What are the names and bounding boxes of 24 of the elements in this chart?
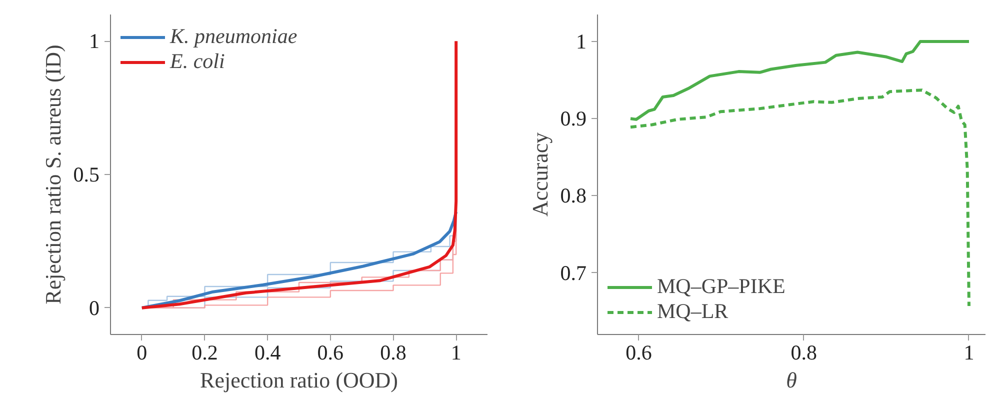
x-tick-label: 0.8 [790,340,818,364]
y-tick-label: 1 [89,29,100,54]
y-axis-title: Rejection ratio S. aureus (ID) [40,44,66,304]
y-tick-label: 0.8 [560,184,586,208]
x-tick-label: 0.6 [317,340,344,364]
y-axis-title: Accuracy [527,132,552,217]
x-tick-label: 0.8 [380,340,406,364]
legend-label: K. pneumoniae [170,24,298,49]
x-tick-label: 1 [450,340,462,364]
x-tick-label: 1 [964,340,974,364]
legend-label: E. coli [170,49,225,74]
x-axis-title: θ [786,368,798,392]
y-tick-label: 0.5 [73,162,100,186]
y-tick-label: 0.9 [560,106,586,131]
legend-label: MQ–GP–PIKE [657,274,786,299]
x-tick-label: 0 [136,340,148,364]
x-tick-label: 0.2 [192,340,218,364]
x-tick-label: 0.4 [254,340,282,364]
x-tick-label: 0.6 [626,340,652,364]
y-tick-label: 0 [89,296,100,320]
x-axis-title: Rejection ratio (OOD) [200,368,398,392]
y-tick-label: 0.7 [560,260,586,285]
legend-label: MQ–LR [657,299,728,324]
y-tick-label: 1 [576,29,586,54]
